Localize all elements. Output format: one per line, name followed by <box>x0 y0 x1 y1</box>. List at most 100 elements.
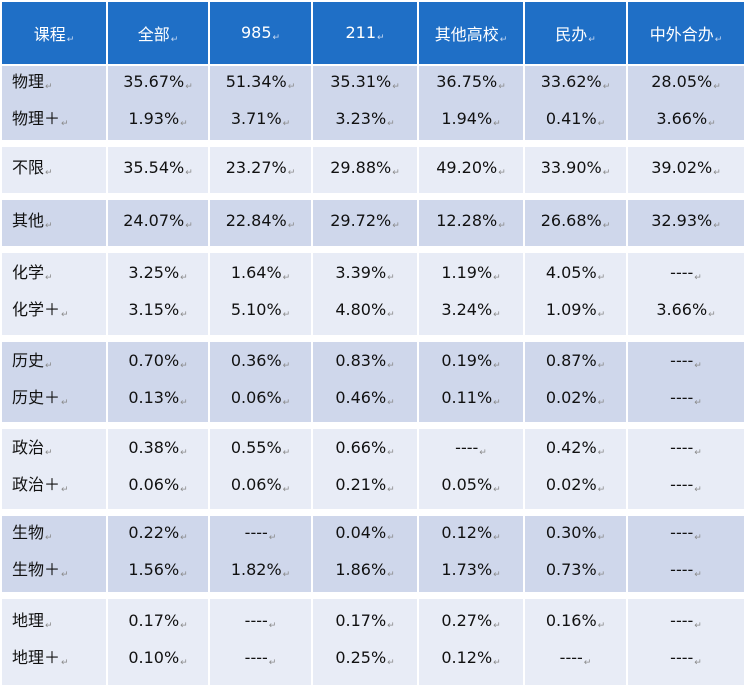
value-cell: 29.72%↵ <box>311 198 419 248</box>
carriage-return-icon: ↵ <box>387 273 395 283</box>
carriage-return-icon: ↵ <box>180 485 188 495</box>
value-line: 4.80%↵ <box>335 300 395 320</box>
carriage-return-icon: ↵ <box>387 448 395 458</box>
value-line: 1.93%↵ <box>128 109 188 129</box>
value-line: 1.73%↵ <box>441 560 501 580</box>
carriage-return-icon: ↵ <box>392 167 400 178</box>
value-line: ----↵ <box>244 648 277 668</box>
carriage-return-icon: ↵ <box>713 167 721 178</box>
value-line: 0.06%↵ <box>230 388 291 408</box>
value-line: 0.17%↵ <box>335 611 395 631</box>
value-line: 0.10%↵ <box>128 648 188 668</box>
carriage-return-icon: ↵ <box>597 533 606 543</box>
carriage-return-icon: ↵ <box>499 35 508 45</box>
value-line: 24.07%↵ <box>123 210 193 231</box>
value-cell: 23.27%↵ <box>208 145 313 195</box>
course-label-line: 生物↵ <box>12 523 53 543</box>
carriage-return-icon: ↵ <box>287 220 296 231</box>
course-label-cell: 生物↵ 生物＋↵ <box>0 514 108 594</box>
carriage-return-icon: ↵ <box>387 621 395 631</box>
table-row: 生物↵ 生物＋↵ 0.22%↵ 1.56%↵ ----↵ 1.82%↵ 0.04%↵ 1.86… <box>0 514 744 594</box>
carriage-return-icon: ↵ <box>180 310 188 320</box>
carriage-return-icon: ↵ <box>602 82 611 92</box>
carriage-return-icon: ↵ <box>597 398 606 408</box>
value-line: 0.87%↵ <box>545 351 606 371</box>
value-line: 29.72%↵ <box>330 210 400 231</box>
carriage-return-icon: ↵ <box>493 398 501 408</box>
carriage-return-icon: ↵ <box>597 119 606 129</box>
value-cell: ----↵ ----↵ <box>626 597 744 687</box>
value-line: 28.05%↵ <box>651 72 721 92</box>
carriage-return-icon: ↵ <box>387 533 395 543</box>
header-private: 民办↵ <box>523 0 628 66</box>
value-line: 0.38%↵ <box>128 438 188 458</box>
value-line: 3.71%↵ <box>230 109 291 129</box>
carriage-return-icon: ↵ <box>61 658 69 668</box>
header-course: 课程↵ <box>0 0 108 66</box>
value-line: 0.21%↵ <box>335 475 395 495</box>
table-row: 化学↵ 化学＋↵ 3.25%↵ 3.15%↵ 1.64%↵ 5.10%↵ 3.39%↵ 4.8… <box>0 251 744 337</box>
value-line: 1.82%↵ <box>230 560 291 580</box>
carriage-return-icon: ↵ <box>597 361 606 371</box>
value-line: 32.93%↵ <box>651 210 721 231</box>
carriage-return-icon: ↵ <box>597 485 606 495</box>
carriage-return-icon: ↵ <box>588 35 596 45</box>
value-line: 1.94%↵ <box>441 109 501 129</box>
carriage-return-icon: ↵ <box>694 448 702 458</box>
carriage-return-icon: ↵ <box>694 485 702 495</box>
carriage-return-icon: ↵ <box>713 220 721 231</box>
value-cell: 39.02%↵ <box>626 145 744 195</box>
course-label-cell: 物理↵ 物理＋↵ <box>0 64 108 142</box>
value-line: ----↵ <box>670 388 702 408</box>
carriage-return-icon: ↵ <box>282 448 291 458</box>
carriage-return-icon: ↵ <box>493 533 501 543</box>
value-line: 3.23%↵ <box>335 109 395 129</box>
table-row: 其他↵ 24.07%↵ 22.84%↵ 29.72%↵ 12.28%↵ 26.68%↵ 32… <box>0 198 744 248</box>
carriage-return-icon: ↵ <box>498 220 506 231</box>
carriage-return-icon: ↵ <box>597 273 606 283</box>
carriage-return-icon: ↵ <box>387 361 395 371</box>
carriage-return-icon: ↵ <box>493 621 501 631</box>
value-line: 4.05%↵ <box>545 263 606 283</box>
course-label-line: 地理＋↵ <box>12 648 69 668</box>
value-cell: 1.64%↵ 5.10%↵ <box>208 251 313 337</box>
carriage-return-icon: ↵ <box>479 448 487 458</box>
course-label-cell: 历史↵ 历史＋↵ <box>0 340 108 424</box>
course-label-line: 政治↵ <box>12 438 53 458</box>
value-line: 0.12%↵ <box>441 648 501 668</box>
course-label-line: 历史↵ <box>12 351 53 371</box>
value-line: 0.19%↵ <box>441 351 501 371</box>
carriage-return-icon: ↵ <box>268 658 277 668</box>
carriage-return-icon: ↵ <box>694 398 702 408</box>
value-line: 0.04%↵ <box>335 523 395 543</box>
value-cell: 35.31%↵ 3.23%↵ <box>311 64 419 142</box>
carriage-return-icon: ↵ <box>377 33 385 43</box>
value-cell: 0.30%↵ 0.73%↵ <box>523 514 628 594</box>
table-row: 不限↵ 35.54%↵ 23.27%↵ 29.88%↵ 49.20%↵ 33.90%↵ 39… <box>0 145 744 195</box>
value-cell: 0.17%↵ 0.25%↵ <box>311 597 419 687</box>
course-label-line: 化学＋↵ <box>12 300 69 320</box>
carriage-return-icon: ↵ <box>694 273 702 283</box>
carriage-return-icon: ↵ <box>493 119 501 129</box>
carriage-return-icon: ↵ <box>498 82 506 92</box>
carriage-return-icon: ↵ <box>583 658 592 668</box>
value-line: 0.73%↵ <box>545 560 606 580</box>
value-cell: 24.07%↵ <box>106 198 210 248</box>
carriage-return-icon: ↵ <box>180 361 188 371</box>
carriage-return-icon: ↵ <box>287 167 296 178</box>
value-cell: 0.42%↵ 0.02%↵ <box>523 427 628 511</box>
carriage-return-icon: ↵ <box>45 82 53 92</box>
header-985: 985↵ <box>208 0 313 66</box>
carriage-return-icon: ↵ <box>185 220 193 231</box>
value-cell: 0.16%↵ ----↵ <box>523 597 628 687</box>
carriage-return-icon: ↵ <box>272 33 281 43</box>
value-cell: ----↵ 0.05%↵ <box>417 427 525 511</box>
value-line: 33.62%↵ <box>540 72 611 92</box>
carriage-return-icon: ↵ <box>45 361 53 371</box>
value-cell: 35.54%↵ <box>106 145 210 195</box>
carriage-return-icon: ↵ <box>493 485 501 495</box>
value-cell: 0.66%↵ 0.21%↵ <box>311 427 419 511</box>
value-line: 3.66%↵ <box>656 109 716 129</box>
course-label-cell: 化学↵ 化学＋↵ <box>0 251 108 337</box>
carriage-return-icon: ↵ <box>180 570 188 580</box>
